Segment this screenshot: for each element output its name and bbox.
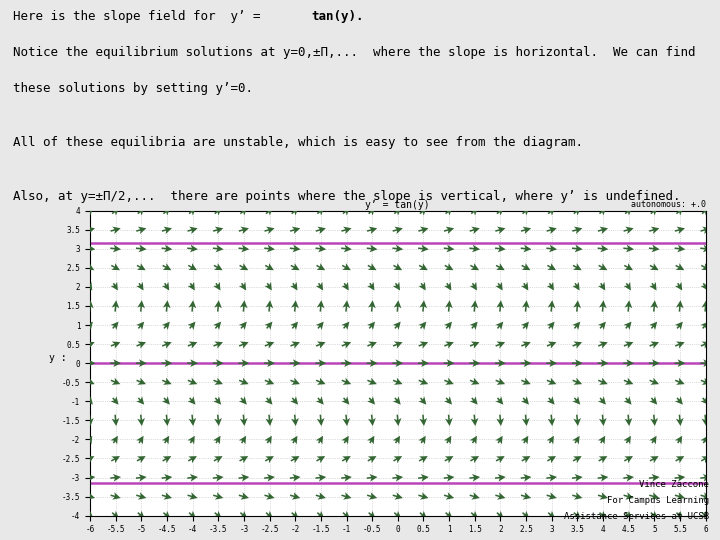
Text: Here is the slope field for  y’ =: Here is the slope field for y’ = [13, 10, 268, 23]
Text: tan(y).: tan(y). [312, 10, 364, 23]
Y-axis label: y :: y : [49, 353, 66, 363]
Text: All of these equilibria are unstable, which is easy to see from the diagram.: All of these equilibria are unstable, wh… [13, 136, 583, 149]
Text: autonomous: +.0: autonomous: +.0 [631, 200, 706, 209]
Text: For Campus Learning: For Campus Learning [607, 496, 709, 505]
Text: Notice the equilibrium solutions at y=0,±Π,...  where the slope is horizontal.  : Notice the equilibrium solutions at y=0,… [13, 46, 696, 59]
Text: Also, at y=±Π/2,...  there are points where the slope is vertical, where y’ is u: Also, at y=±Π/2,... there are points whe… [13, 190, 680, 203]
Title: y’ = tan(y): y’ = tan(y) [366, 200, 430, 210]
Text: Vince Zaccone: Vince Zaccone [639, 480, 709, 489]
Text: these solutions by setting y’=0.: these solutions by setting y’=0. [13, 82, 253, 95]
Text: Assistance Services at UCSB: Assistance Services at UCSB [564, 512, 709, 521]
